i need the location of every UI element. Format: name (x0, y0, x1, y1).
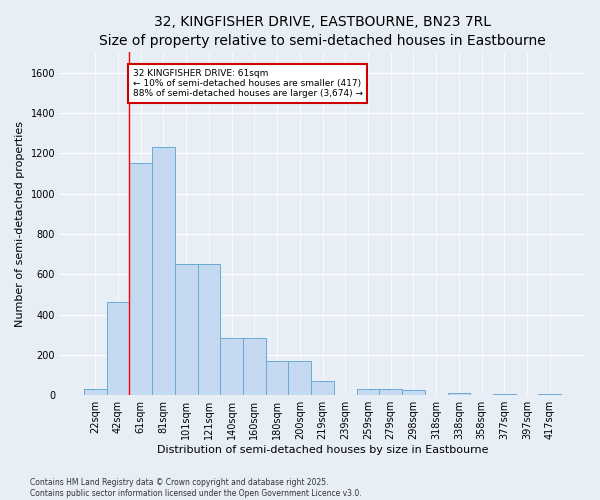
Bar (266, 361, 289, 395)
Bar (493, 394, 515, 395)
Text: 32 KINGFISHER DRIVE: 61sqm
← 10% of semi-detached houses are smaller (417)
88% o: 32 KINGFISHER DRIVE: 61sqm ← 10% of semi… (133, 68, 363, 98)
Bar (311, 381, 334, 395)
Y-axis label: Number of semi-detached properties: Number of semi-detached properties (15, 121, 25, 327)
Bar (152, 147, 175, 395)
Bar (130, 164, 152, 395)
Text: Contains HM Land Registry data © Crown copyright and database right 2025.
Contai: Contains HM Land Registry data © Crown c… (30, 478, 362, 498)
Bar (175, 264, 197, 395)
Bar (402, 390, 425, 395)
Bar (356, 389, 379, 395)
Bar (220, 338, 243, 395)
Bar (448, 393, 470, 395)
Bar (197, 264, 220, 395)
Bar (538, 394, 561, 395)
Bar (379, 389, 402, 395)
Bar (289, 361, 311, 395)
Bar (84, 389, 107, 395)
Bar (107, 302, 130, 395)
X-axis label: Distribution of semi-detached houses by size in Eastbourne: Distribution of semi-detached houses by … (157, 445, 488, 455)
Title: 32, KINGFISHER DRIVE, EASTBOURNE, BN23 7RL
Size of property relative to semi-det: 32, KINGFISHER DRIVE, EASTBOURNE, BN23 7… (99, 15, 546, 48)
Bar (243, 338, 266, 395)
